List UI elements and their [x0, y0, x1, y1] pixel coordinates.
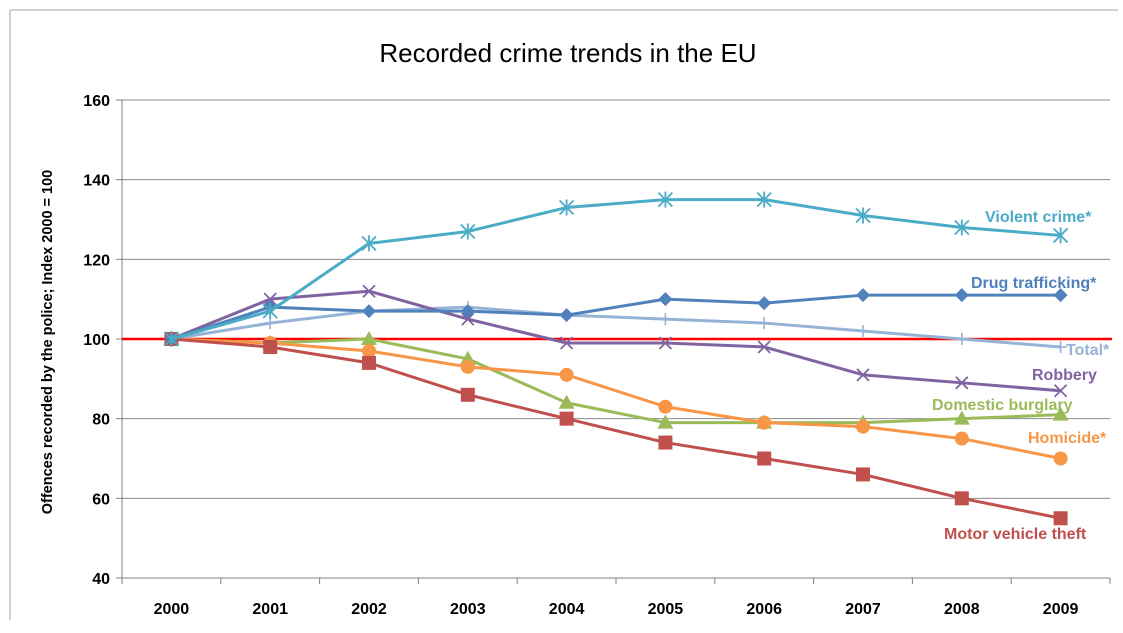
data-point	[263, 339, 278, 354]
data-point	[362, 343, 376, 358]
data-point	[1053, 451, 1068, 466]
data-point	[1054, 340, 1067, 353]
data-point	[460, 304, 475, 319]
data-point	[362, 355, 376, 370]
series-label: Homicide*	[1028, 430, 1107, 447]
data-point	[362, 284, 376, 298]
x-tick-label: 2006	[746, 601, 782, 618]
data-point	[954, 219, 970, 236]
data-point	[758, 317, 771, 330]
data-point	[954, 431, 969, 446]
series-line	[171, 305, 1061, 349]
data-point	[460, 387, 475, 402]
data-point	[163, 331, 180, 347]
data-point	[658, 435, 673, 450]
data-point	[263, 292, 277, 306]
data-point	[1053, 384, 1068, 398]
y-tick-label: 140	[83, 173, 110, 190]
data-point	[1053, 288, 1068, 303]
x-tick-label: 2008	[944, 601, 980, 618]
series-label: Total*	[1066, 342, 1110, 359]
x-tick-label: 2002	[351, 601, 387, 618]
data-point	[955, 376, 969, 390]
data-point	[857, 325, 869, 338]
series-label: Domestic burglary	[932, 397, 1073, 414]
series-label: Drug trafficking*	[971, 275, 1097, 292]
x-tick-label: 2007	[845, 601, 881, 618]
data-point	[658, 292, 673, 307]
data-point	[460, 359, 475, 374]
data-point	[461, 312, 475, 326]
data-point	[262, 303, 278, 320]
data-point	[954, 288, 969, 303]
data-point	[756, 191, 772, 208]
series-label: Violent crime*	[985, 209, 1092, 226]
x-tick-label: 2003	[450, 601, 486, 618]
y-tick-label: 60	[92, 491, 110, 508]
series-label: Robbery	[1032, 367, 1097, 384]
data-point	[657, 414, 674, 429]
x-tick-label: 2000	[154, 601, 190, 618]
data-point	[559, 367, 574, 382]
data-point	[856, 419, 870, 434]
series-line	[171, 337, 1061, 460]
data-point	[460, 223, 476, 240]
data-point	[1053, 511, 1068, 526]
data-point	[559, 411, 574, 426]
data-point	[361, 235, 377, 252]
y-axis-label: Offences recorded by the police; Index 2…	[40, 170, 56, 515]
data-point	[658, 336, 673, 350]
gridlines	[122, 99, 1110, 499]
data-point	[362, 304, 376, 319]
y-tick-label: 100	[83, 332, 110, 349]
data-point	[953, 410, 970, 425]
series-line	[171, 337, 1061, 520]
series-labels: Total* Robbery Domestic burglary Homicide* M…	[932, 209, 1110, 543]
series-line	[171, 337, 1061, 425]
data-point	[757, 296, 772, 311]
chart-title: Recorded crime trends in the EU	[379, 38, 756, 68]
data-point	[659, 313, 672, 326]
data-point	[361, 331, 377, 345]
series-line	[170, 198, 1061, 341]
data-point	[856, 467, 870, 482]
data-point	[559, 336, 574, 350]
data-point	[757, 340, 771, 354]
data-point	[558, 199, 575, 216]
data-point	[558, 394, 575, 409]
data-point	[954, 491, 969, 506]
x-tick-label: 2001	[252, 601, 288, 618]
series-layer	[163, 191, 1069, 526]
series-line	[170, 293, 1061, 341]
series-line	[170, 289, 1061, 393]
data-point	[856, 368, 870, 382]
series-label: Motor vehicle theft	[944, 526, 1087, 543]
y-tick-label: 80	[92, 412, 110, 429]
data-point	[658, 399, 673, 414]
y-tick-label: 160	[83, 93, 110, 110]
x-tick-label: 2009	[1043, 601, 1079, 618]
x-tick-label: 2004	[549, 601, 585, 618]
data-point	[955, 333, 968, 345]
x-tick-label: 2005	[648, 601, 684, 618]
y-tick-label: 120	[83, 252, 110, 269]
data-point	[757, 451, 772, 466]
series-homicide	[164, 332, 1068, 466]
data-point	[856, 288, 870, 303]
data-point	[855, 207, 871, 224]
data-point	[657, 191, 674, 208]
data-point	[559, 308, 574, 323]
y-tick-label: 40	[92, 571, 110, 588]
series-violent-crime	[163, 191, 1069, 347]
data-point	[757, 415, 772, 430]
data-point	[1052, 406, 1069, 421]
data-point	[1052, 227, 1069, 244]
